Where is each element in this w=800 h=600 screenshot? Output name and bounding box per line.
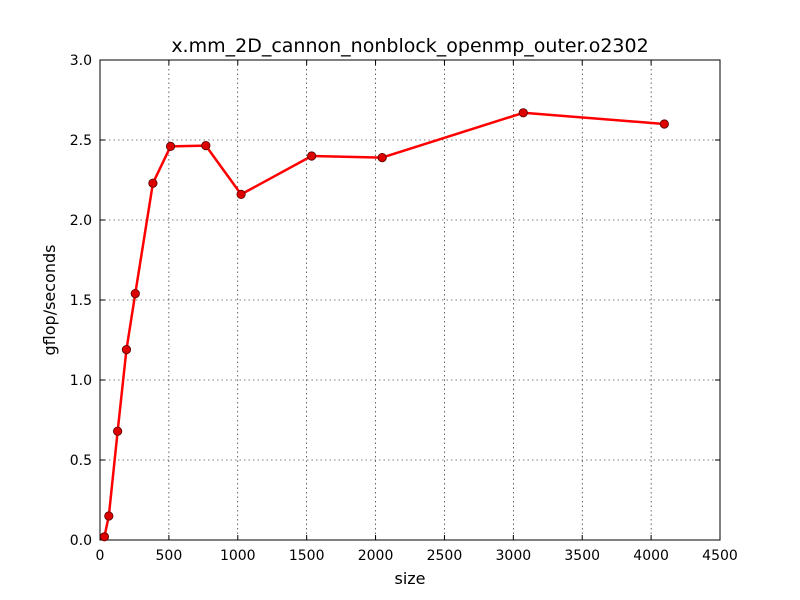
x-tick-label: 3500 [564,548,600,564]
x-tick-label: 500 [156,548,183,564]
data-point [377,153,387,163]
data-point [121,344,132,355]
data-point [165,141,176,151]
data-point [104,511,114,521]
y-tick-label: 0.5 [70,453,92,469]
data-point [148,178,158,188]
data-point [113,426,123,436]
data-series [99,108,669,542]
x-tick-label: 2500 [427,548,463,564]
y-tick-label: 2.0 [70,213,92,229]
data-point [518,108,528,118]
x-tick-label: 0 [96,548,105,564]
x-axis-label: size [394,569,425,588]
y-tick-label: 1.5 [70,293,92,309]
y-tick-label: 2.5 [70,133,92,149]
x-tick-label: 1000 [220,548,256,564]
grid-lines [99,59,721,541]
x-tick-label: 4000 [633,548,669,564]
x-tick-label: 4500 [702,548,738,564]
x-tick-label: 1500 [289,548,325,564]
x-tick-label: 2000 [358,548,394,564]
data-point [99,532,110,542]
data-point [201,141,211,151]
data-point [307,151,317,161]
y-tick-label: 1.0 [70,373,92,389]
y-tick-label: 0.0 [70,533,92,549]
series-line [103,111,665,538]
chart-title: x.mm_2D_cannon_nonblock_openmp_outer.o23… [171,35,648,57]
data-point [659,119,669,129]
y-axis-label: gflop/seconds [40,245,59,356]
y-tick-label: 3.0 [70,53,92,69]
data-point [236,189,246,199]
axis-ticks: 0 500 1000 1500 2000 2500 3000 3500 4000 4500 0.0 0… [70,53,738,564]
data-point [130,288,140,299]
x-tick-label: 3000 [496,548,532,564]
